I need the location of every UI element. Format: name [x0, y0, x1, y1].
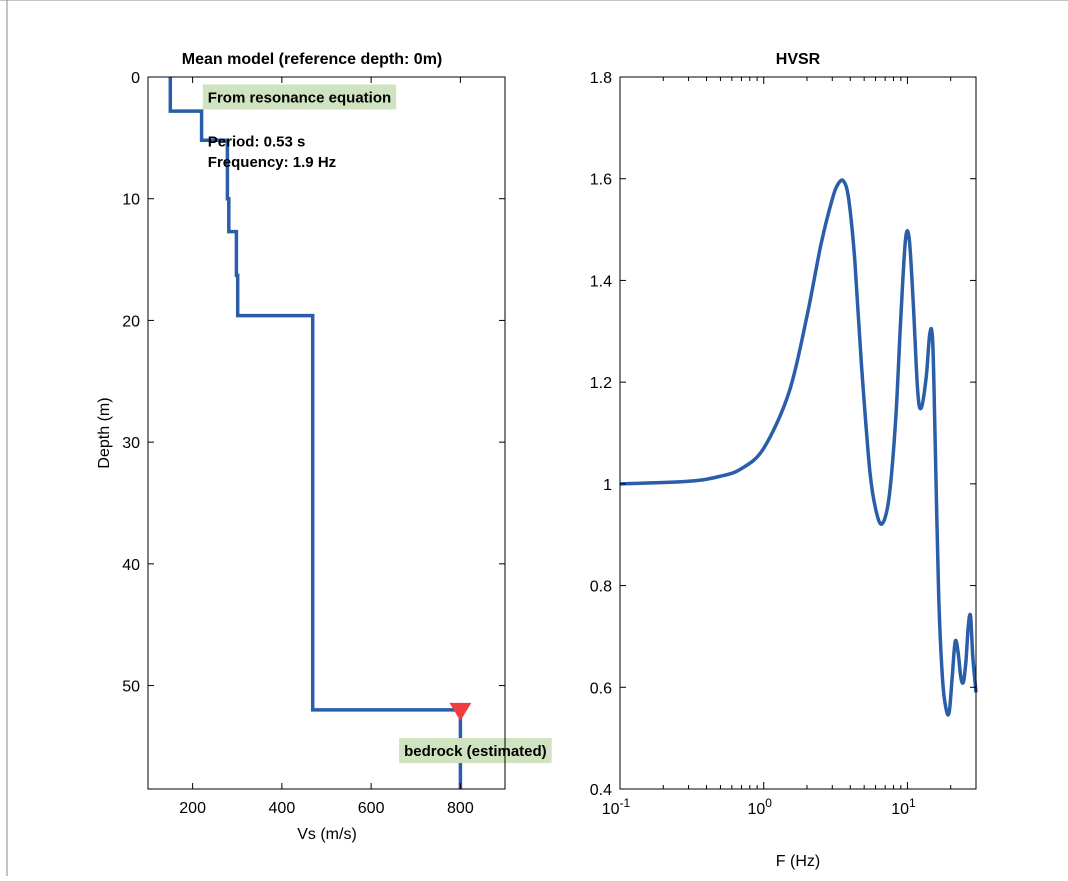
annotation-box [399, 738, 552, 764]
x-tick-label: 400 [269, 800, 296, 817]
annotation-text: Frequency: 1.9 Hz [208, 154, 336, 171]
y-tick-label: 10 [122, 192, 140, 209]
annotation: Period: 0.53 s [208, 133, 306, 150]
annotation: bedrock (estimated) [399, 738, 552, 764]
x-tick-label: 800 [447, 800, 474, 817]
x-tick-label: 10-1 [602, 796, 631, 818]
x-tick-label: 100 [747, 796, 772, 818]
x-axis-label: F (Hz) [776, 853, 820, 870]
annotation-text: Period: 0.53 s [208, 133, 306, 150]
axis-ticks: 0.4 0.6 0.8 1 1.2 1.4 1.6 1.8 10-1 100 101 [590, 70, 977, 818]
annotation-text: bedrock (estimated) [404, 743, 547, 760]
axes-box [619, 76, 977, 790]
y-tick-label: 1.8 [590, 70, 612, 87]
y-tick-label: 20 [122, 313, 140, 330]
x-tick-label: 600 [358, 800, 385, 817]
annotation-box [202, 84, 397, 110]
velocity-profile-chart: Mean model (reference depth: 0m) 200 400 6… [96, 51, 552, 843]
hvsr-chart: HVSR 0.4 0.6 0.8 1 1.2 1.4 1.6 1.8 10-1 100 101 F … [590, 51, 978, 870]
y-tick-label: 1.6 [590, 172, 612, 189]
y-tick-label: 0.4 [590, 782, 612, 799]
plot-area [619, 178, 978, 717]
series-line [168, 77, 463, 789]
y-axis-label: Depth (m) [96, 397, 113, 468]
x-tick-label: 101 [891, 796, 916, 818]
y-tick-label: 50 [122, 679, 140, 696]
annotations: From resonance equation Period: 0.53 s Fre… [202, 84, 552, 764]
chart-title: Mean model (reference depth: 0m) [182, 51, 443, 68]
y-tick-label: 0.8 [590, 579, 612, 596]
y-tick-label: 0.6 [590, 680, 612, 697]
annotation: From resonance equation [202, 84, 397, 110]
bedrock-marker [449, 702, 472, 721]
plot-area [168, 77, 472, 789]
y-tick-label: 1.4 [590, 273, 612, 290]
y-tick-label: 40 [122, 557, 140, 574]
annotation: Frequency: 1.9 Hz [208, 154, 336, 171]
y-tick-label: 0 [131, 70, 140, 87]
series-line [619, 178, 978, 717]
axis-ticks: 200 400 600 800 0 10 20 30 40 50 [122, 70, 505, 817]
annotation-text: From resonance equation [208, 89, 391, 106]
x-axis-label: Vs (m/s) [297, 826, 357, 843]
y-tick-label: 30 [122, 435, 140, 452]
y-tick-label: 1.2 [590, 375, 612, 392]
chart-title: HVSR [776, 51, 821, 68]
y-tick-label: 1 [603, 477, 612, 494]
x-tick-label: 200 [179, 800, 206, 817]
axes-box [147, 76, 506, 790]
